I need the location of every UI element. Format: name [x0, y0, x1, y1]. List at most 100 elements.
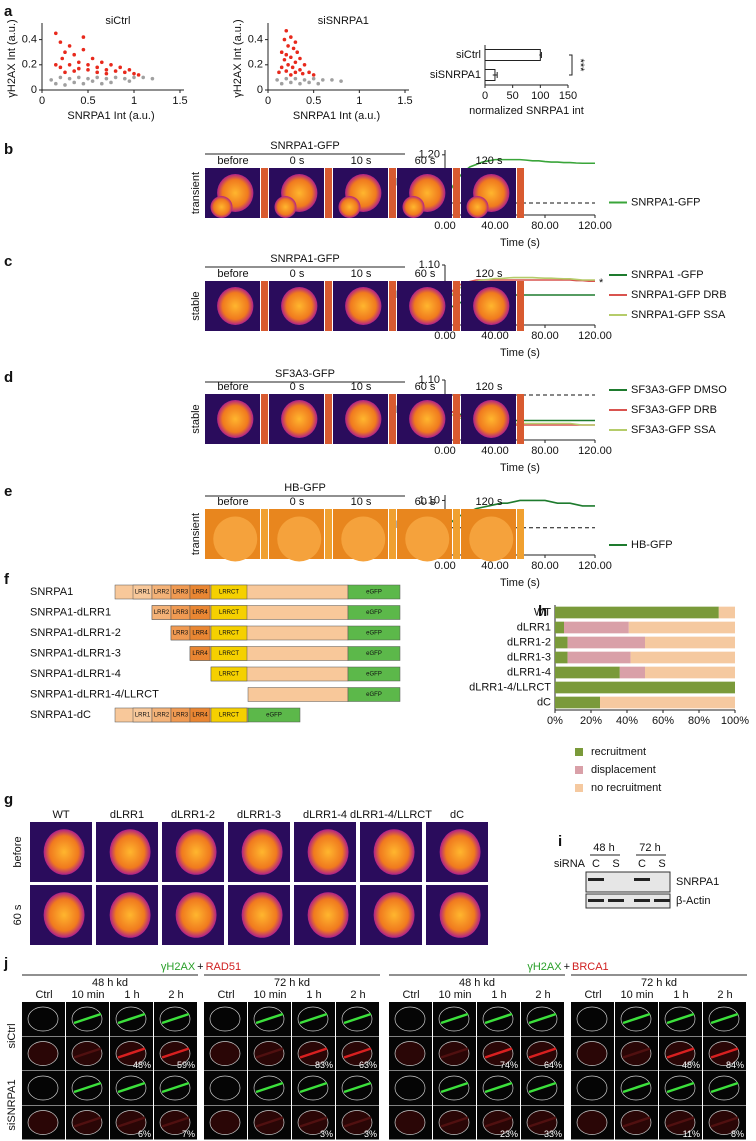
nucleus — [439, 829, 481, 875]
x-tick-label: 120.00 — [578, 220, 612, 232]
timepoint-label: Ctrl — [35, 989, 52, 1001]
legend-label: HB-GFP — [631, 539, 673, 551]
nucleus-outline — [664, 1075, 696, 1101]
domain-label: LRR2 — [154, 713, 170, 719]
nucleus-outline — [482, 1075, 514, 1101]
panel-label: e — [4, 483, 12, 500]
nucleus — [439, 892, 481, 938]
nucleus-outline — [576, 1006, 608, 1032]
scatter-point — [293, 70, 298, 75]
scatter-point — [81, 35, 86, 39]
scatter-point — [104, 71, 109, 76]
x-axis-label: SNRPA1 Int (a.u.) — [67, 110, 154, 122]
category-label: dC — [537, 696, 551, 708]
micrograph — [96, 822, 158, 882]
scatter-point — [95, 75, 99, 80]
percent-label: 48% — [133, 1060, 151, 1070]
domain — [347, 687, 401, 702]
construct-name: SNRPA1-dC — [30, 709, 91, 721]
damage-stripe — [484, 1012, 513, 1025]
scatter-point — [289, 35, 293, 39]
zoom-strip — [389, 509, 396, 559]
domain — [210, 707, 248, 723]
scatter-point — [298, 68, 302, 72]
damage-stripe — [622, 1012, 651, 1025]
damage-stripe — [710, 1047, 739, 1059]
time-label: 0 s — [290, 381, 305, 393]
timepoint-label: 10 min — [438, 989, 471, 1001]
zoom-strip — [325, 281, 332, 331]
percent-label: 8% — [731, 1129, 744, 1139]
x-axis-label: Time (s) — [500, 577, 540, 589]
scatter-point — [295, 50, 300, 54]
bar-segment — [555, 651, 568, 664]
time-label: 0 s — [290, 496, 305, 508]
domain-label: LRRCT — [219, 651, 239, 657]
nucleus — [281, 400, 318, 438]
zoom-strip — [517, 509, 524, 559]
damage-stripe — [255, 1081, 284, 1094]
scatter-point — [293, 60, 298, 65]
nucleus — [402, 196, 425, 218]
nucleus-outline — [438, 1006, 470, 1032]
scatter-point — [132, 75, 136, 80]
time-label: 60 s — [415, 496, 436, 508]
damage-stripe — [528, 1116, 557, 1128]
panel-label: d — [4, 369, 13, 386]
variant-label: dLRR1-4 — [303, 809, 347, 821]
zoom-strip — [389, 168, 396, 218]
zoom-strip — [389, 394, 396, 444]
y-tick-label: 0.2 — [22, 59, 37, 71]
scatter-point — [113, 69, 118, 73]
domain-label: LRR3 — [173, 631, 189, 637]
scatter-point — [289, 73, 293, 77]
scatter-point — [316, 81, 321, 86]
zoom-strip — [325, 168, 332, 218]
micrograph — [30, 885, 92, 945]
protein-label: SNRPA1 — [676, 876, 719, 888]
construct-name: SNRPA1-dLRR1-4 — [30, 668, 121, 680]
scatter-point — [58, 75, 63, 80]
micrograph — [294, 822, 356, 882]
micrograph — [30, 822, 92, 882]
x-tick-label: 120.00 — [578, 330, 612, 342]
time-label: before — [217, 155, 248, 167]
scatter-point — [67, 44, 72, 48]
bar-segment — [628, 621, 735, 634]
nucleus — [109, 829, 151, 875]
damage-stripe — [161, 1116, 190, 1128]
nucleus — [43, 892, 85, 938]
x-tick-label: 0% — [547, 715, 563, 727]
nucleus — [175, 892, 217, 938]
time-label: before — [217, 496, 248, 508]
percent-label: 59% — [177, 1060, 195, 1070]
y-tick-label: 1.10 — [419, 259, 440, 271]
panel-label: b — [4, 141, 13, 158]
bar-segment — [555, 636, 568, 649]
scatter-point — [150, 76, 155, 81]
nucleus-outline — [209, 1110, 241, 1135]
damage-stripe — [161, 1012, 190, 1025]
nucleus-outline — [159, 1075, 191, 1101]
x-tick-label: 1.5 — [397, 95, 412, 107]
time-label: 10 s — [351, 496, 372, 508]
nucleus-outline — [394, 1110, 426, 1135]
scatter-point — [291, 46, 296, 51]
legend-label: SF3A3-GFP DMSO — [631, 384, 727, 396]
period-label: 72 h kd — [274, 977, 310, 989]
domain-label: LRR4 — [192, 610, 208, 616]
bar-segment — [555, 681, 735, 694]
time-label: before — [217, 268, 248, 280]
nucleus — [338, 196, 361, 218]
nucleus-outline — [115, 1006, 147, 1032]
annotation: *** — [574, 59, 586, 73]
damage-stripe — [299, 1047, 328, 1059]
damage-stripe — [161, 1047, 190, 1059]
data-line — [444, 158, 595, 204]
construct-name: SNRPA1-dLRR1 — [30, 606, 111, 618]
micrograph — [461, 281, 516, 331]
damage-stripe — [484, 1047, 513, 1059]
bar-segment — [567, 636, 645, 649]
micrograph — [333, 168, 388, 218]
